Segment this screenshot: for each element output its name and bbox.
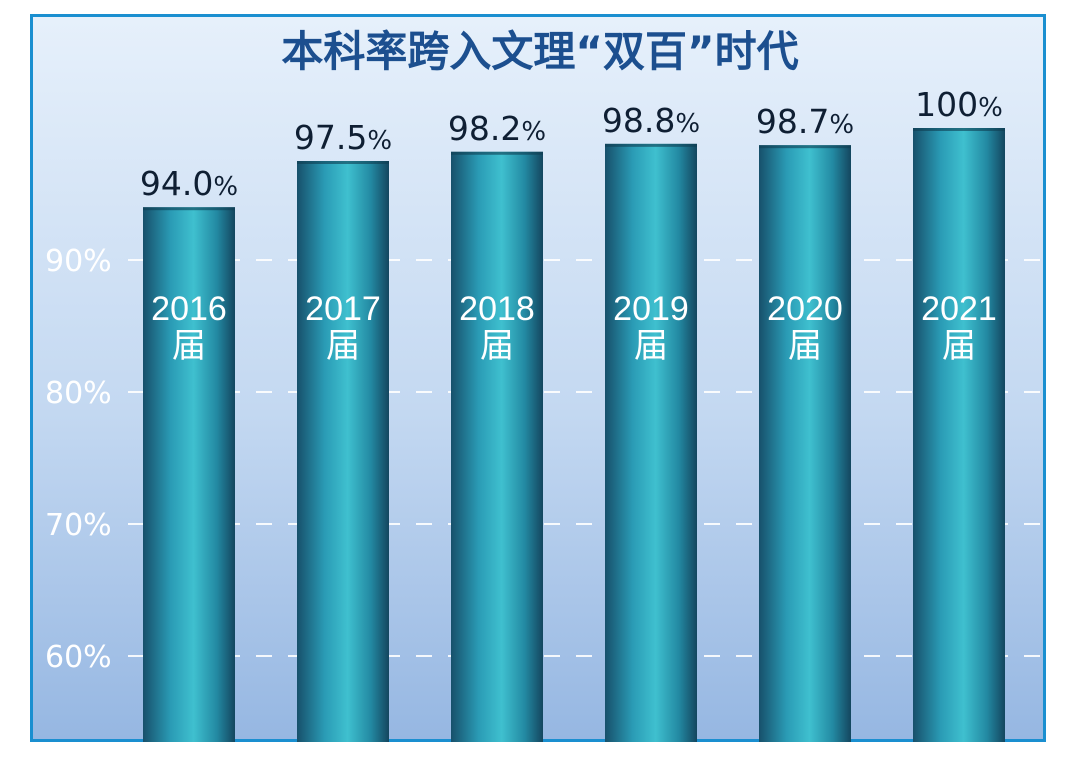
category-suffix-label: 届 — [326, 327, 360, 365]
bar — [759, 145, 851, 742]
bar — [143, 207, 235, 742]
bar — [913, 128, 1005, 742]
bar-top-edge — [605, 143, 697, 147]
category-suffix-label: 届 — [172, 327, 206, 365]
bar-top-edge — [451, 151, 543, 155]
category-label: 2021 — [921, 290, 997, 328]
bar-top-edge — [297, 161, 389, 164]
category-label: 2018 — [459, 290, 535, 328]
data-label: 100% — [915, 85, 1003, 124]
y-tick-label: 60% — [45, 640, 112, 675]
bar — [451, 151, 543, 742]
bar — [605, 143, 697, 743]
category-suffix-label: 届 — [788, 327, 822, 365]
data-label: 98.8% — [602, 101, 700, 140]
data-label: 97.5% — [294, 118, 392, 157]
bar-top-edge — [759, 145, 851, 149]
data-label: 94.0% — [140, 164, 238, 203]
bar-top-edge — [143, 207, 235, 211]
data-label: 98.7% — [756, 102, 854, 141]
bar — [297, 161, 389, 742]
category-label: 2019 — [613, 290, 689, 328]
y-tick-label: 80% — [45, 376, 112, 411]
category-suffix-label: 届 — [942, 327, 976, 365]
grid-layer: 90% 80% 70% 60% — [45, 244, 1042, 675]
category-label: 2017 — [305, 290, 381, 328]
y-tick-label: 90% — [45, 244, 112, 279]
chart-title: 本科率跨入文理“双百”时代 — [281, 27, 798, 76]
data-label: 98.2% — [448, 109, 546, 148]
category-label: 2016 — [151, 290, 227, 328]
category-suffix-label: 届 — [634, 327, 668, 365]
bar-top-edge — [913, 128, 1005, 131]
category-suffix-label: 届 — [480, 327, 514, 365]
bar-layer: 94.0%2016届97.5%2017届98.2%2018届98.8%2019届… — [140, 85, 1005, 743]
y-tick-label: 70% — [45, 508, 112, 543]
category-label: 2020 — [767, 290, 843, 328]
